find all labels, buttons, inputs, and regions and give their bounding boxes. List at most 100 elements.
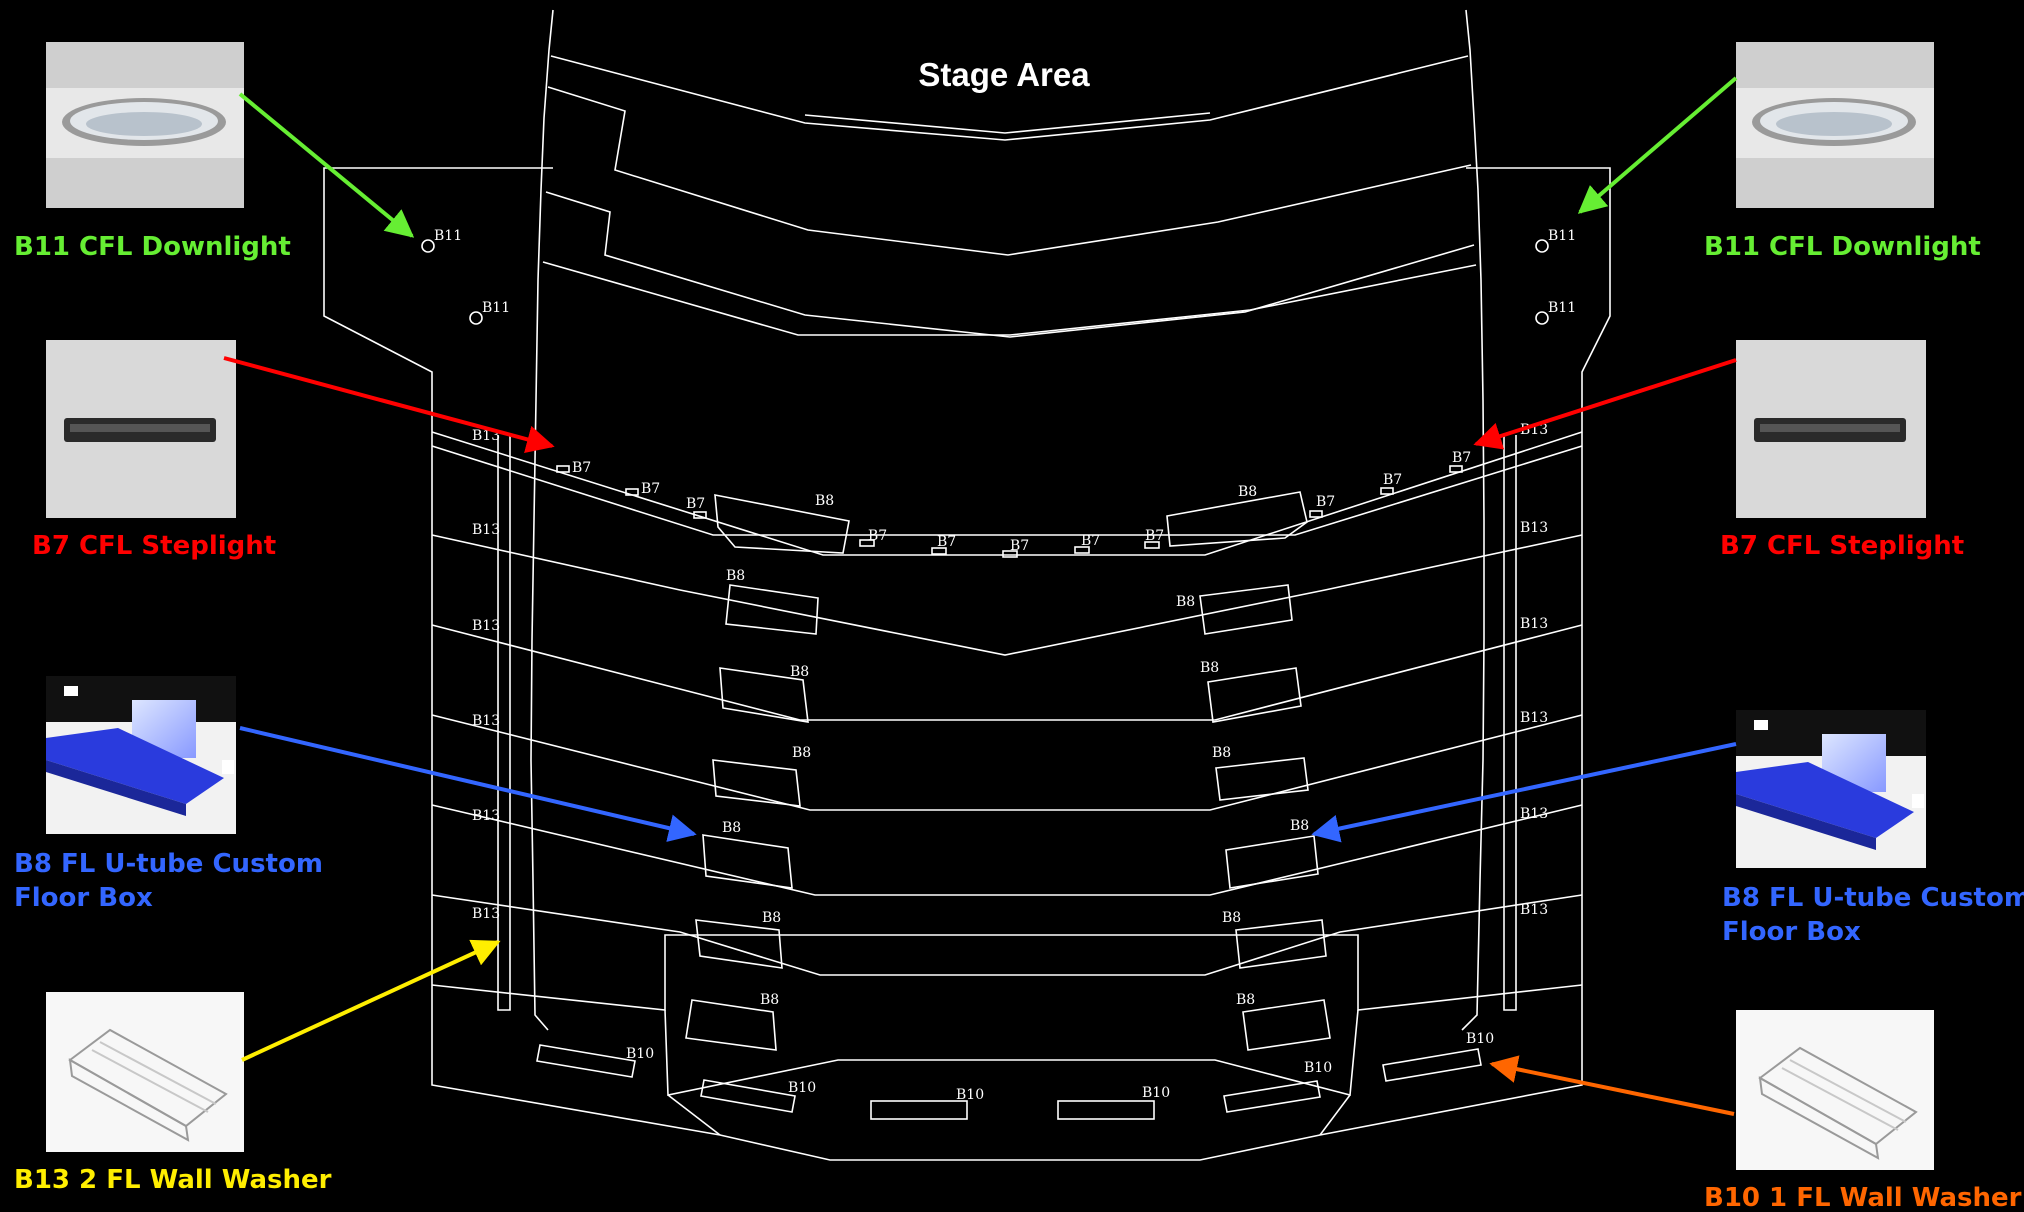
floor-box-icon xyxy=(46,676,236,834)
floor-box-marker xyxy=(725,584,819,635)
fixture-tag-b8: B8 xyxy=(1236,992,1255,1008)
floor-box-marker xyxy=(1199,584,1293,635)
fixture-tag-b10: B10 xyxy=(788,1080,816,1096)
floor-box-marker xyxy=(1225,835,1319,889)
wall-washer-marker xyxy=(1382,1048,1482,1082)
callout-arrow-left-floorbox xyxy=(239,726,697,842)
floor-box-marker xyxy=(1207,667,1302,723)
legend-label-left-downlight: B11 CFL Downlight xyxy=(14,232,291,262)
b7-steplights: B7 B7 B7 B7 B7 B7 B7 B7 B7 B7 B7 xyxy=(556,450,1471,558)
downlight-marker xyxy=(1535,311,1549,325)
legend-label-right-downlight: B11 CFL Downlight xyxy=(1704,232,1981,262)
fixture-tag-b8: B8 xyxy=(1200,660,1219,676)
steplight-marker xyxy=(1309,510,1323,518)
legend-label-left-floorbox-line1: B8 FL U-tube Custom xyxy=(14,849,323,879)
fixture-tag-b11: B11 xyxy=(1548,300,1576,316)
fixture-tag-b7: B7 xyxy=(641,481,660,497)
fixture-tag-b11: B11 xyxy=(434,228,462,244)
callout-arrow-right-washer xyxy=(1489,1055,1735,1116)
fixture-tag-b8: B8 xyxy=(762,910,781,926)
floor-box-icon xyxy=(1736,710,1926,868)
legend-label-left-steplight: B7 CFL Steplight xyxy=(32,531,276,561)
fixture-tag-b13: B13 xyxy=(1520,902,1548,918)
fixture-tag-b10: B10 xyxy=(1142,1085,1170,1101)
floor-box-marker xyxy=(685,999,777,1051)
steplight-marker xyxy=(1074,546,1090,554)
b8-floor-boxes: B8 B8 B8 B8 B8 B8 B8 B8 B8 B8 B8 B8 B8 B… xyxy=(685,484,1331,1051)
callout-arrow-right-floorbox xyxy=(1311,742,1737,843)
floor-box-marker xyxy=(1166,491,1308,547)
floor-box-marker xyxy=(712,759,801,807)
legend-label-right-washer: B10 1 FL Wall Washer xyxy=(1704,1183,2022,1212)
fixture-tag-b8: B8 xyxy=(1290,818,1309,834)
steplight-marker xyxy=(1002,550,1018,558)
fixture-tag-b11: B11 xyxy=(482,300,510,316)
fixture-tag-b11: B11 xyxy=(1548,228,1576,244)
steplight-marker xyxy=(1144,541,1160,549)
stage-outline xyxy=(530,9,1485,1031)
fixture-tag-b13: B13 xyxy=(472,808,500,824)
fixture-tag-b8: B8 xyxy=(760,992,779,1008)
steplight-marker xyxy=(859,539,875,547)
steplight-marker xyxy=(1380,487,1394,495)
steplight-marker xyxy=(625,488,639,496)
fixture-tag-b8: B8 xyxy=(790,664,809,680)
fixture-tag-b7: B7 xyxy=(1452,450,1471,466)
fixture-tag-b7: B7 xyxy=(937,534,956,550)
fixture-tag-b13: B13 xyxy=(472,906,500,922)
callout-arrow-left-washer xyxy=(241,939,501,1062)
fixture-tag-b13: B13 xyxy=(472,522,500,538)
steplight-icon xyxy=(1736,340,1926,518)
steplight-icon xyxy=(46,340,236,518)
floor-box-marker xyxy=(1215,757,1309,801)
steplight-marker xyxy=(1449,465,1463,473)
downlight-icon xyxy=(1736,42,1934,208)
fixture-tag-b8: B8 xyxy=(1238,484,1257,500)
callout-arrow-right-steplight xyxy=(1473,358,1737,450)
wall-washer-marker xyxy=(870,1100,968,1120)
wall-washer-marker xyxy=(1057,1100,1155,1120)
steplight-marker xyxy=(931,547,947,555)
fixture-tag-b8: B8 xyxy=(722,820,741,836)
legend-label-right-floorbox-line2: Floor Box xyxy=(1722,917,1861,947)
callout-arrow-right-downlight xyxy=(1577,76,1738,214)
floor-box-marker xyxy=(1242,999,1331,1051)
floor-box-marker xyxy=(1235,919,1327,969)
fixture-tag-b10: B10 xyxy=(956,1087,984,1103)
fixture-tag-b7: B7 xyxy=(1081,533,1100,549)
legend-label-right-floorbox-line1: B8 FL U-tube Custom xyxy=(1722,883,2024,913)
fixture-tag-b8: B8 xyxy=(1176,594,1195,610)
legend-label-left-floorbox-line2: Floor Box xyxy=(14,883,153,913)
wall-washer-icon xyxy=(46,992,244,1152)
floor-box-marker xyxy=(714,494,850,554)
legend-label-right-steplight: B7 CFL Steplight xyxy=(1720,531,1964,561)
steplight-marker xyxy=(556,465,570,473)
fixture-tag-b13: B13 xyxy=(472,713,500,729)
fixture-tag-b7: B7 xyxy=(1316,494,1335,510)
fixture-tag-b7: B7 xyxy=(572,460,591,476)
fixture-tag-b8: B8 xyxy=(815,493,834,509)
steplight-marker xyxy=(693,511,707,519)
floor-box-marker xyxy=(702,834,793,889)
wall-washer-icon xyxy=(1736,1010,1934,1170)
legend-label-left-washer: B13 2 FL Wall Washer xyxy=(14,1165,332,1195)
fixture-tag-b8: B8 xyxy=(1222,910,1241,926)
floor-box-marker xyxy=(695,919,783,969)
downlight-icon xyxy=(46,42,244,208)
fixture-tag-b10: B10 xyxy=(1466,1031,1494,1047)
fixture-tag-b7: B7 xyxy=(1145,528,1164,544)
fixture-tag-b8: B8 xyxy=(726,568,745,584)
fixture-tag-b7: B7 xyxy=(686,496,705,512)
fixture-tag-b13: B13 xyxy=(1520,520,1548,536)
b11-downlights: B11 B11 B11 B11 xyxy=(421,228,1576,325)
fixture-tag-b13: B13 xyxy=(1520,806,1548,822)
fixture-tag-b7: B7 xyxy=(1383,472,1402,488)
b10-wall-washers: B10 B10 B10 B10 B10 B10 xyxy=(536,1031,1494,1120)
b13-wall-washer-tags: B13 B13 B13 B13 B13 B13 B13 B13 B13 B13 … xyxy=(472,422,1548,922)
fixture-tag-b8: B8 xyxy=(1212,745,1231,761)
fixture-tag-b8: B8 xyxy=(792,745,811,761)
wall-washer-marker xyxy=(1223,1080,1321,1113)
fixture-tag-b13: B13 xyxy=(472,618,500,634)
